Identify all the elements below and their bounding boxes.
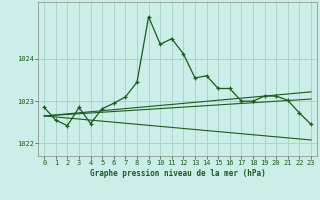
X-axis label: Graphe pression niveau de la mer (hPa): Graphe pression niveau de la mer (hPa) — [90, 169, 266, 178]
